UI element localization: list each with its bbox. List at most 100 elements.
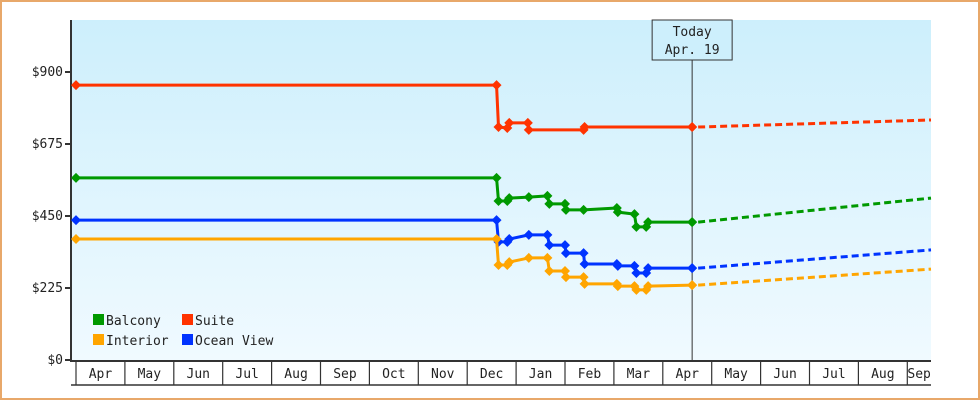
data-point[interactable] bbox=[542, 252, 553, 263]
forecast-line bbox=[698, 248, 932, 270]
legend-item-ocean-view[interactable]: Ocean View bbox=[182, 334, 273, 349]
data-point[interactable] bbox=[612, 207, 623, 218]
legend: Balcony Suite Interior Ocean View bbox=[93, 314, 273, 349]
y-tick-label: $0 bbox=[47, 353, 63, 368]
data-point[interactable] bbox=[493, 195, 504, 206]
data-point[interactable] bbox=[560, 272, 571, 283]
today-label: Today bbox=[673, 25, 712, 40]
legend-label: Interior bbox=[106, 334, 169, 349]
y-axis: $0 $225 $450 $675 $900 bbox=[32, 20, 72, 368]
data-point[interactable] bbox=[643, 281, 654, 292]
data-point[interactable] bbox=[491, 234, 502, 245]
x-month-label: Jan bbox=[529, 367, 552, 382]
data-point[interactable] bbox=[560, 204, 571, 215]
data-point[interactable] bbox=[560, 266, 570, 277]
data-point[interactable] bbox=[71, 80, 81, 91]
x-month-label: Jun bbox=[773, 367, 796, 382]
data-point[interactable] bbox=[544, 240, 555, 251]
series-layer bbox=[71, 80, 932, 295]
x-axis: Apr May Jun Jul Aug Sep Oct Nov Dec Jan Feb Mar Apr M… bbox=[71, 360, 931, 386]
legend-swatch bbox=[182, 334, 193, 345]
x-month-label: Jul bbox=[235, 367, 258, 382]
x-month-label: Oct bbox=[382, 367, 405, 382]
data-point[interactable] bbox=[71, 234, 81, 245]
data-point[interactable] bbox=[504, 234, 515, 245]
legend-swatch bbox=[93, 334, 104, 345]
today-data-point[interactable] bbox=[687, 122, 698, 133]
x-month-label: Sep bbox=[907, 367, 931, 382]
data-point[interactable] bbox=[491, 172, 502, 183]
today-label-box bbox=[651, 19, 733, 61]
today-marker: Today Apr. 19 bbox=[651, 19, 733, 360]
data-point[interactable] bbox=[523, 192, 534, 203]
data-point[interactable] bbox=[71, 172, 81, 183]
legend-label: Balcony bbox=[106, 314, 161, 329]
x-month-label: Dec bbox=[480, 367, 503, 382]
forecast-line bbox=[698, 267, 932, 287]
data-point[interactable] bbox=[629, 260, 640, 271]
data-point[interactable] bbox=[631, 284, 642, 295]
data-point[interactable] bbox=[504, 257, 515, 268]
y-tick-label: $225 bbox=[32, 281, 63, 296]
data-point[interactable] bbox=[643, 217, 654, 228]
data-point[interactable] bbox=[631, 267, 642, 278]
data-point[interactable] bbox=[71, 215, 81, 226]
legend-swatch bbox=[93, 314, 104, 325]
data-point[interactable] bbox=[560, 240, 570, 251]
data-point[interactable] bbox=[493, 259, 504, 270]
data-point[interactable] bbox=[491, 80, 502, 91]
data-point[interactable] bbox=[579, 259, 590, 269]
data-point[interactable] bbox=[523, 252, 534, 263]
data-point[interactable] bbox=[542, 229, 553, 240]
x-month-label: May bbox=[138, 367, 162, 382]
legend-item-suite[interactable]: Suite bbox=[182, 314, 234, 329]
legend-label: Suite bbox=[195, 314, 234, 329]
plot-area bbox=[71, 20, 931, 360]
data-point[interactable] bbox=[542, 190, 553, 201]
data-point[interactable] bbox=[523, 229, 534, 240]
x-month-label: Jun bbox=[187, 367, 210, 382]
x-month-label: Apr bbox=[676, 367, 700, 382]
data-point[interactable] bbox=[612, 281, 623, 292]
legend-item-balcony[interactable]: Balcony bbox=[93, 314, 161, 329]
x-month-label: Nov bbox=[431, 367, 455, 382]
data-point[interactable] bbox=[491, 215, 502, 226]
data-point[interactable] bbox=[544, 266, 555, 277]
y-tick-label: $675 bbox=[32, 137, 63, 152]
today-date: Apr. 19 bbox=[665, 43, 720, 58]
data-point[interactable] bbox=[522, 117, 533, 128]
x-month-label: Apr bbox=[89, 367, 113, 382]
x-month-label: Sep bbox=[333, 367, 357, 382]
legend-label: Ocean View bbox=[195, 334, 273, 349]
forecast-line bbox=[697, 196, 932, 224]
x-month-label: Aug bbox=[284, 367, 307, 382]
x-month-label: May bbox=[724, 367, 748, 382]
today-data-point[interactable] bbox=[687, 280, 698, 291]
x-month-label: Jul bbox=[822, 367, 845, 382]
data-point[interactable] bbox=[493, 122, 504, 133]
data-point[interactable] bbox=[544, 198, 555, 209]
data-point[interactable] bbox=[579, 122, 590, 133]
legend-item-interior[interactable]: Interior bbox=[93, 334, 169, 349]
data-point[interactable] bbox=[579, 278, 590, 289]
data-point[interactable] bbox=[504, 117, 515, 128]
data-point[interactable] bbox=[560, 248, 571, 259]
today-data-point[interactable] bbox=[687, 217, 698, 228]
data-point[interactable] bbox=[560, 198, 570, 209]
data-point[interactable] bbox=[578, 248, 589, 259]
x-month-label: Feb bbox=[578, 367, 602, 382]
data-point[interactable] bbox=[631, 221, 642, 232]
data-point[interactable] bbox=[523, 124, 534, 135]
x-month-label: Mar bbox=[627, 367, 651, 382]
data-point[interactable] bbox=[578, 272, 589, 283]
data-point[interactable] bbox=[612, 260, 623, 271]
today-data-point[interactable] bbox=[687, 263, 698, 274]
data-point[interactable] bbox=[578, 204, 589, 215]
data-point[interactable] bbox=[504, 193, 515, 204]
data-point[interactable] bbox=[643, 263, 654, 274]
data-point[interactable] bbox=[629, 209, 640, 220]
y-tick-label: $450 bbox=[32, 209, 63, 224]
forecast-line bbox=[698, 118, 932, 129]
y-tick-label: $900 bbox=[32, 65, 63, 80]
